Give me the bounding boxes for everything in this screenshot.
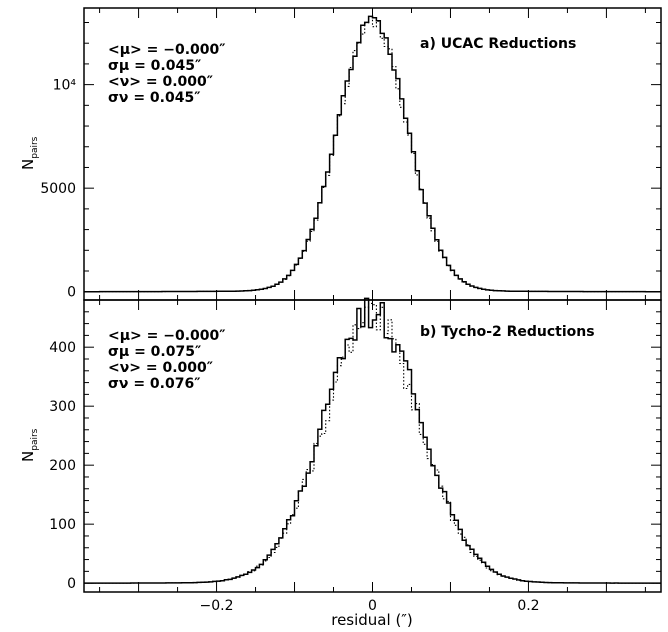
y-tick-label: 0	[67, 285, 76, 301]
panel-a-stat-nu: <ν> = 0.000″	[108, 74, 213, 90]
histogram-solid	[84, 15, 661, 293]
panel-b-ylabel-main: N	[19, 451, 37, 462]
panel-a-stat-sigma-mu: σμ = 0.045″	[108, 58, 201, 74]
y-tick-label: 300	[49, 399, 76, 415]
panel-a-label: a) UCAC Reductions	[420, 36, 576, 52]
panel-a: 0 5000 10⁴	[40, 8, 661, 301]
x-axis-title: residual (″)	[331, 611, 413, 629]
y-tick-label: 5000	[40, 181, 76, 197]
x-tick-label: 0	[368, 598, 377, 614]
panel-b-stat-sigma-mu: σμ = 0.075″	[108, 344, 201, 360]
panel-b-label: b) Tycho-2 Reductions	[420, 324, 595, 340]
x-tick-label: −0.2	[200, 598, 234, 614]
panel-a-ylabel: Npairs	[19, 136, 40, 170]
y-tick-label: 0	[67, 576, 76, 592]
panel-a-stat-sigma-nu: σν = 0.045″	[108, 90, 200, 106]
y-tick-label: 200	[49, 458, 76, 474]
x-tick-label: 0.2	[517, 598, 539, 614]
panel-a-ylabel-sub: pairs	[30, 136, 40, 158]
panel-b-stat-nu: <ν> = 0.000″	[108, 360, 213, 376]
y-tick-label: 100	[49, 517, 76, 533]
panel-b-stat-sigma-nu: σν = 0.076″	[108, 376, 200, 392]
panel-b-ylabel-sub: pairs	[30, 428, 40, 450]
panel-b-stat-mu: <μ> = −0.000″	[108, 328, 226, 344]
panel-b: 0 100 200 300 400	[49, 297, 661, 592]
histogram-solid	[84, 297, 661, 584]
y-tick-label: 10⁴	[53, 78, 77, 94]
panel-a-stat-mu: <μ> = −0.000″	[108, 42, 226, 58]
panel-b-ylabel: Npairs	[19, 428, 40, 462]
panel-a-ylabel-main: N	[19, 159, 37, 170]
y-tick-label: 400	[49, 340, 76, 356]
